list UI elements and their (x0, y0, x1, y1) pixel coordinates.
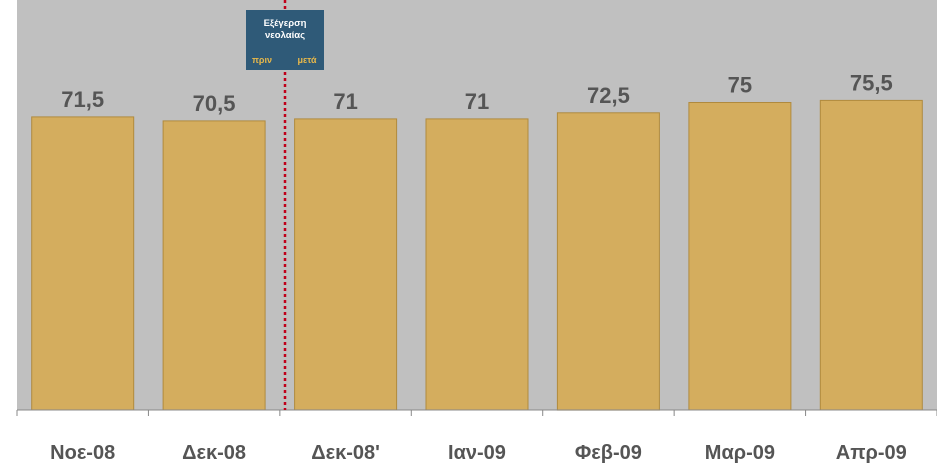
bars-layer (31, 99, 923, 411)
value-labels-layer: 71,5 70,5 71 71 72,5 75 75,5 (61, 70, 892, 116)
bar (162, 120, 266, 411)
x-tick-label: Δεκ-08' (311, 442, 380, 464)
annotation-title-line2: νεολαίας (265, 30, 305, 41)
bar (425, 118, 529, 411)
data-label: 70,5 (193, 91, 236, 116)
x-axis-ticks (16, 410, 937, 416)
data-label: 71,5 (61, 87, 104, 112)
data-label: 72,5 (587, 83, 630, 108)
x-tick-label: Απρ-09 (836, 442, 907, 464)
annotation-after-label: μετά (297, 55, 317, 65)
annotation-title-line1: Εξέγερση (264, 18, 307, 29)
annotation-box (246, 10, 324, 70)
x-tick-label: Δεκ-08 (182, 442, 246, 464)
x-tick-label: Μαρ-09 (705, 442, 775, 464)
x-tick-label: Νοε-08 (50, 442, 115, 464)
annotation-callout: Εξέγερση νεολαίας πριν μετά (246, 10, 324, 70)
bar (294, 118, 398, 411)
data-label: 75,5 (850, 70, 893, 95)
bar (688, 102, 792, 411)
data-label: 71 (465, 89, 489, 114)
annotation-before-label: πριν (252, 55, 272, 65)
x-axis-tick-labels: Νοε-08 Δεκ-08 Δεκ-08' Ιαν-09 Φεβ-09 Μαρ-09 Απρ… (50, 442, 907, 464)
bar (819, 99, 923, 411)
bar (31, 116, 135, 411)
bar (556, 112, 660, 411)
data-label: 75 (728, 73, 752, 98)
data-label: 71 (333, 89, 357, 114)
x-tick-label: Φεβ-09 (575, 442, 642, 464)
x-tick-label: Ιαν-09 (448, 442, 506, 464)
